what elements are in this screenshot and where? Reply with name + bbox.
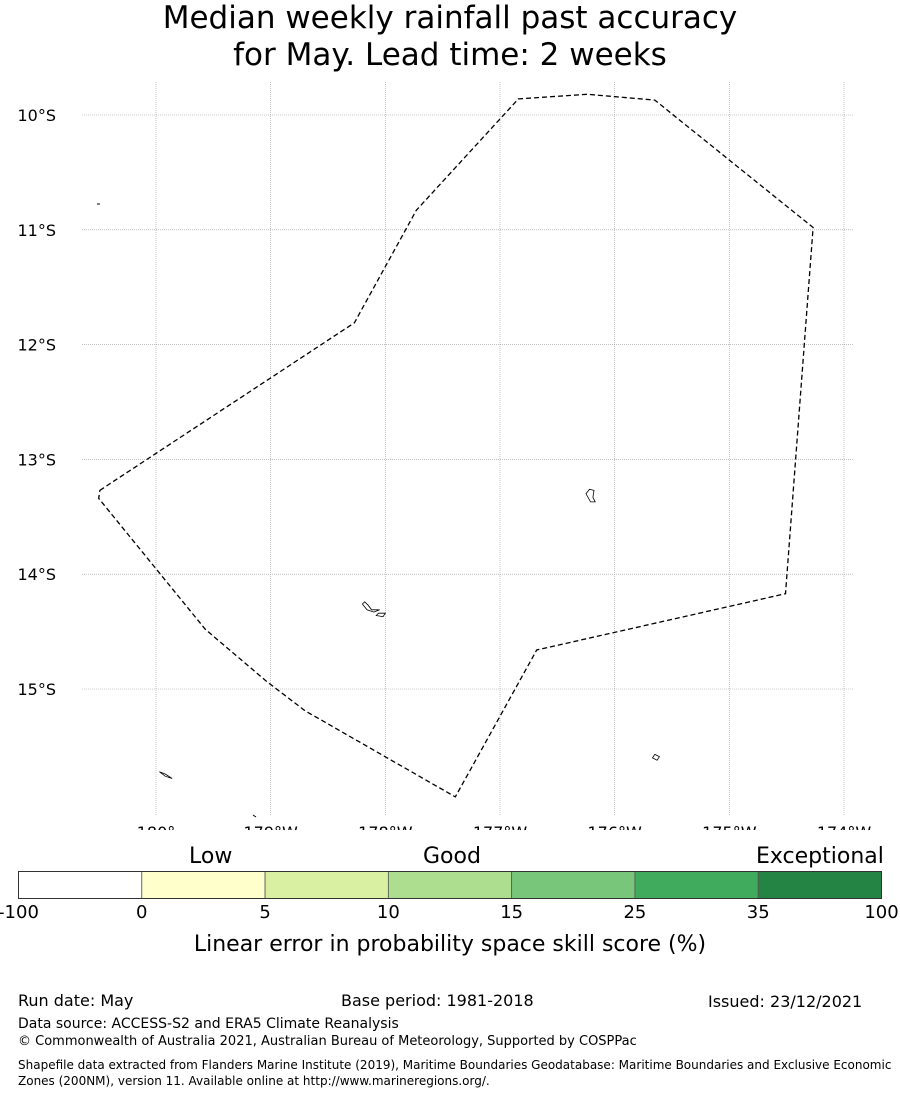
latitude-label: 14°S xyxy=(17,565,56,584)
island-outlines xyxy=(159,488,660,779)
colorbar-segment xyxy=(387,871,513,899)
colorbar-tick-label: 10 xyxy=(376,902,400,923)
island-outline xyxy=(585,488,596,503)
colorbar-tick-label: 100 xyxy=(864,902,899,923)
latitude-label: 15°S xyxy=(17,680,56,699)
island-outline xyxy=(361,601,380,613)
latitude-label: 13°S xyxy=(17,450,56,469)
copyright: © Commonwealth of Australia 2021, Austra… xyxy=(18,1034,637,1049)
colorbar-tick-label: -100 xyxy=(0,902,39,923)
colorbar-segment xyxy=(511,871,636,899)
longitude-label: 177°W xyxy=(473,823,528,830)
island-outline xyxy=(375,612,387,618)
longitude-label: 176°W xyxy=(588,823,643,830)
longitude-label: 175°W xyxy=(702,823,757,830)
colorbar-tick-label: 0 xyxy=(136,902,148,923)
latitude-label: 11°S xyxy=(17,221,56,240)
gridlines xyxy=(82,82,853,815)
longitude-labels: 180° 179°W 178°W 177°W 176°W 175°W 174°W xyxy=(137,823,872,830)
colorbar-category-good: Good xyxy=(423,844,481,869)
issued-date: Issued: 23/12/2021 xyxy=(708,992,863,1011)
colorbar-segment xyxy=(141,871,266,899)
map-title-line1: Median weekly rainfall past accuracy xyxy=(162,0,738,36)
colorbar-tick-label: 15 xyxy=(500,902,524,923)
longitude-label: 180° xyxy=(137,823,176,830)
colorbar-category-low: Low xyxy=(189,844,233,869)
longitude-label: 174°W xyxy=(817,823,872,830)
latitude-label: 12°S xyxy=(17,336,56,355)
latitude-label: 10°S xyxy=(17,106,56,125)
colorbar-segment xyxy=(757,871,882,899)
colorbar xyxy=(18,871,882,899)
colorbar-tick-label: 5 xyxy=(259,902,271,923)
colorbar-tick-label: 25 xyxy=(623,902,647,923)
latitude-labels: 10°S 11°S 12°S 13°S 14°S 15°S xyxy=(17,106,56,699)
longitude-label: 178°W xyxy=(358,823,413,830)
shapefile-credit: Shapefile data extracted from Flanders M… xyxy=(18,1058,892,1088)
eez-boundary-line xyxy=(98,93,814,798)
colorbar-tick-label: 35 xyxy=(746,902,770,923)
colorbar-segment xyxy=(634,871,759,899)
run-date: Run date: May xyxy=(18,991,134,1010)
base-period: Base period: 1981-2018 xyxy=(341,991,534,1010)
island-outline xyxy=(651,753,660,761)
longitude-label: 179°W xyxy=(243,823,298,830)
colorbar-segment xyxy=(18,871,143,899)
colorbar-segment xyxy=(264,871,389,899)
island-mark-small-2 xyxy=(252,814,257,818)
colorbar-category-exceptional: Exceptional xyxy=(756,844,884,869)
colorbar-label: Linear error in probability space skill … xyxy=(193,932,707,957)
map-plot: 10°S11°S12°S13°S14°S15°S 180°179°W178°W1… xyxy=(17,82,872,830)
island-outline xyxy=(159,771,173,779)
data-source: Data source: ACCESS-S2 and ERA5 Climate … xyxy=(18,1016,399,1032)
map-title-line2: for May. Lead time: 2 weeks xyxy=(233,37,667,73)
